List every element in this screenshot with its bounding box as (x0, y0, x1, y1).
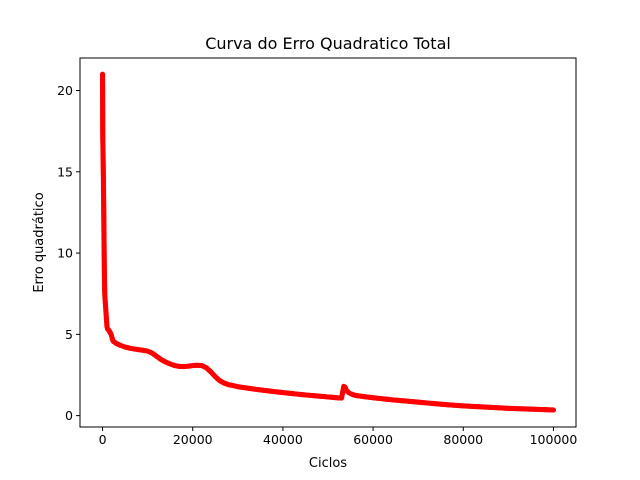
x-tick-label: 40000 (263, 432, 303, 447)
y-tick-label: 20 (57, 83, 73, 98)
y-axis-label: Erro quadrático (32, 192, 47, 292)
x-tick-label: 0 (99, 432, 107, 447)
x-tick-label: 80000 (443, 432, 483, 447)
x-axis: 0 20000 40000 60000 80000 100000 (99, 427, 578, 447)
y-tick-label: 0 (65, 408, 73, 423)
x-axis-label: Ciclos (309, 456, 347, 471)
x-tick-label: 100000 (530, 432, 578, 447)
plot-frame (79, 57, 577, 428)
y-tick-label: 5 (65, 327, 73, 342)
plot-area (79, 57, 577, 428)
plot-background (80, 58, 576, 427)
chart-title: Curva do Erro Quadratico Total (205, 34, 451, 53)
y-tick-label: 10 (57, 246, 73, 261)
x-tick-label: 20000 (173, 432, 213, 447)
data-points-layer (99, 71, 557, 413)
x-tick-label: 60000 (353, 432, 393, 447)
y-tick-label: 15 (57, 164, 73, 179)
y-axis: 0 5 10 15 20 (57, 83, 80, 423)
data-point (550, 407, 557, 413)
